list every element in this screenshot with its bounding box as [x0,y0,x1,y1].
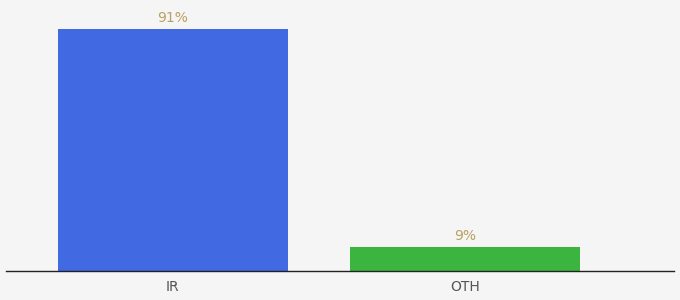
Bar [58,29,288,271]
Text: 91%: 91% [157,11,188,26]
Text: 9%: 9% [454,229,477,243]
Bar [350,247,581,271]
